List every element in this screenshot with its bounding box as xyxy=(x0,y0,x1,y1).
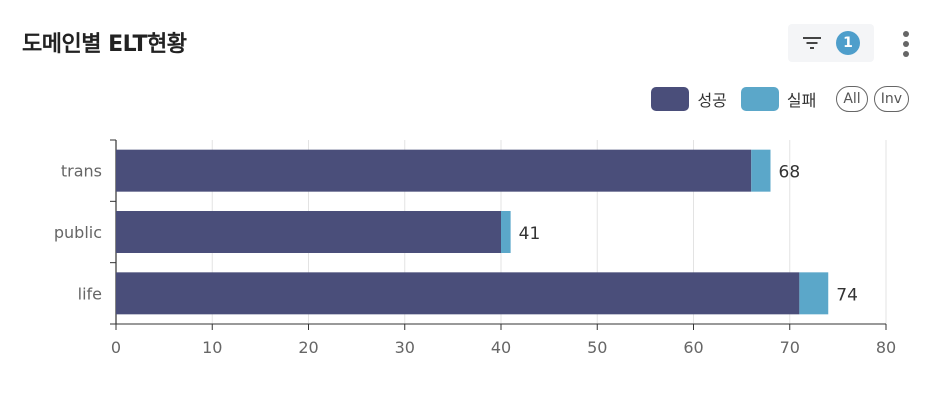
bar-success xyxy=(116,272,800,315)
legend-label-failure: 실패 xyxy=(786,91,817,110)
bar-total-label: 74 xyxy=(836,285,858,305)
filter-icon xyxy=(802,35,822,51)
y-category-label: life xyxy=(78,284,102,303)
y-category-label: trans xyxy=(61,162,102,181)
legend-invert-button[interactable]: Inv xyxy=(873,86,909,112)
bar-failure xyxy=(799,272,829,315)
x-tick-label: 10 xyxy=(202,338,222,357)
y-category-label: public xyxy=(54,223,102,242)
legend-item-success[interactable]: 성공 xyxy=(651,87,727,111)
legend-label-success: 성공 xyxy=(697,91,727,110)
bar-failure xyxy=(501,211,511,253)
x-tick-label: 60 xyxy=(683,338,703,357)
bar-success xyxy=(116,149,752,192)
x-tick-label: 30 xyxy=(395,338,415,357)
bar-total-label: 41 xyxy=(519,224,541,244)
chart-legend: 성공 실패 All Inv xyxy=(651,86,909,112)
legend-swatch-failure xyxy=(740,87,779,111)
x-tick-label: 20 xyxy=(298,338,318,357)
x-tick-label: 50 xyxy=(587,338,607,357)
filter-button[interactable]: 1 xyxy=(788,24,874,62)
chart-title: 도메인별 ELT현황 xyxy=(22,32,187,57)
x-tick-label: 40 xyxy=(491,338,511,357)
legend-item-failure[interactable]: 실패 xyxy=(740,87,817,111)
filter-count-badge: 1 xyxy=(836,31,860,55)
more-vertical-icon xyxy=(903,31,909,57)
bar-total-label: 68 xyxy=(779,163,801,183)
x-tick-label: 80 xyxy=(876,338,896,357)
more-options-button[interactable] xyxy=(895,28,917,60)
bar-failure xyxy=(751,149,771,192)
x-tick-label: 0 xyxy=(111,338,121,357)
legend-swatch-success xyxy=(651,87,690,111)
bar-success xyxy=(116,211,501,253)
x-tick-label: 70 xyxy=(780,338,800,357)
legend-select-all-button[interactable]: All xyxy=(836,86,868,112)
